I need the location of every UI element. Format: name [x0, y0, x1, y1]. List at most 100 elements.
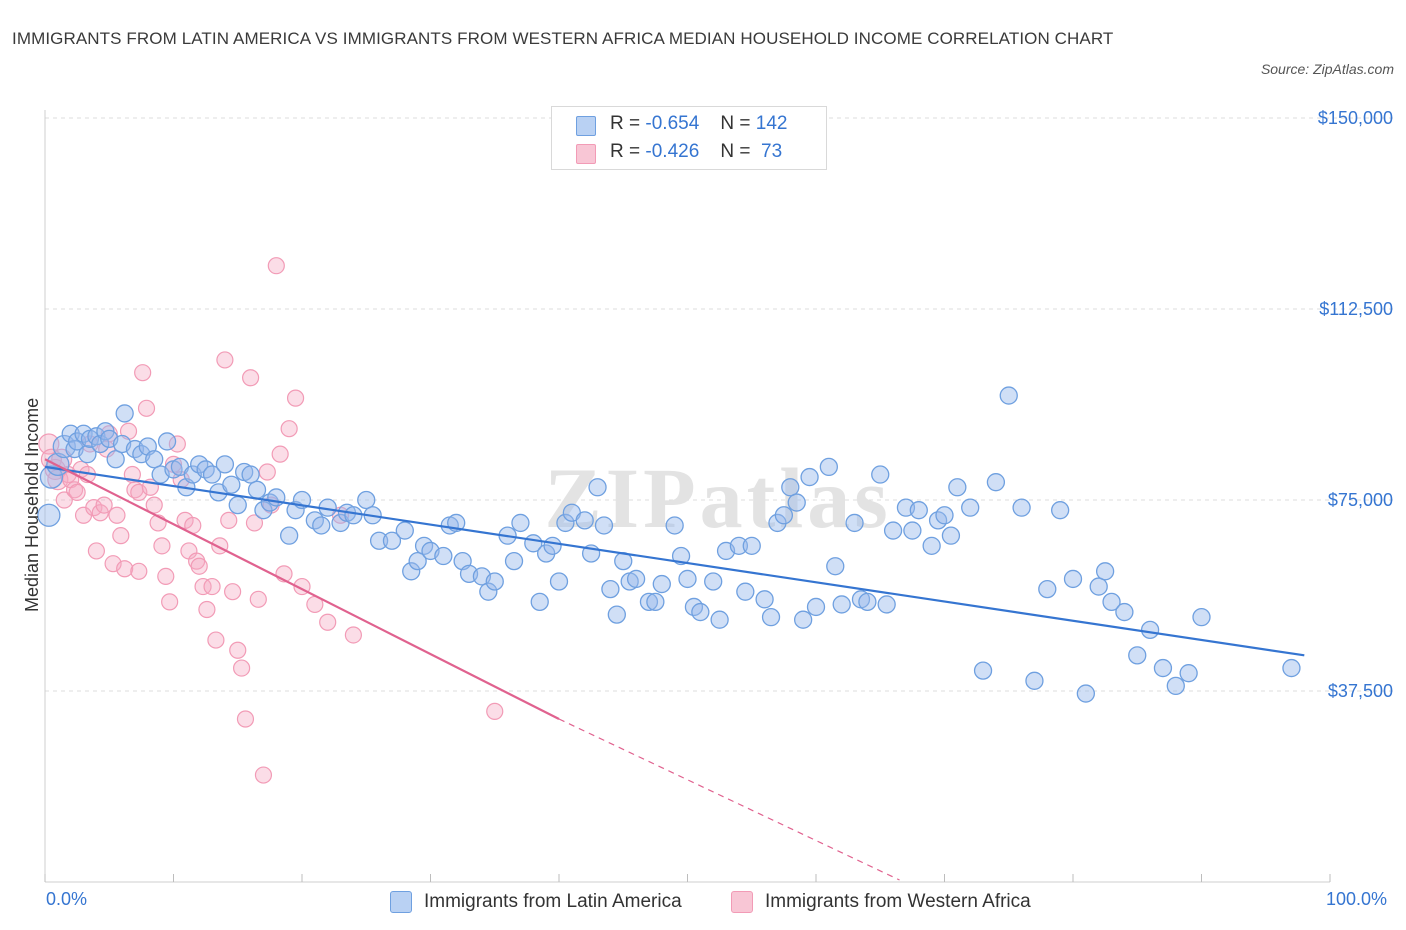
data-point [220, 511, 238, 529]
data-point [986, 473, 1006, 492]
data-point [961, 498, 980, 517]
data-point [286, 389, 305, 407]
data-point [137, 399, 156, 417]
data-point [922, 536, 941, 555]
data-point [1128, 646, 1147, 665]
data-point [242, 369, 260, 387]
data-point [941, 526, 961, 545]
data-point [999, 386, 1018, 405]
data-point [774, 506, 794, 525]
data-point [1089, 577, 1108, 596]
data-point [1179, 664, 1198, 683]
data-point [68, 483, 86, 501]
data-point [153, 537, 171, 555]
data-point [408, 551, 427, 571]
data-point [207, 631, 225, 649]
data-point [434, 546, 453, 566]
data-point [1025, 671, 1044, 690]
legend-label-western-africa: Immigrants from Western Africa [765, 891, 1031, 912]
data-point [145, 450, 164, 469]
y-tick-label: $112,500 [1319, 299, 1393, 319]
data-point [344, 506, 363, 525]
data-point [1192, 607, 1211, 627]
y-tick-label: $75,000 [1328, 490, 1393, 510]
data-point [1102, 592, 1121, 612]
data-point [485, 572, 504, 591]
data-point [530, 592, 549, 612]
trend-line-western-africa-extension [558, 718, 900, 881]
data-point [241, 465, 260, 484]
data-point [883, 521, 903, 540]
data-point [755, 590, 774, 609]
data-point [228, 495, 247, 515]
data-point [639, 592, 659, 612]
grid [45, 117, 1395, 692]
data-point [1115, 602, 1134, 622]
data-point [280, 420, 298, 438]
data-point [871, 465, 890, 484]
data-point [344, 626, 362, 644]
data-point [826, 557, 845, 576]
legend-swatch-blue [576, 116, 596, 136]
data-point [736, 582, 755, 601]
legend-n-label: N = [720, 113, 751, 134]
data-point [935, 506, 954, 525]
data-point [1063, 569, 1083, 589]
data-point [671, 546, 691, 566]
data-point [267, 257, 285, 275]
data-point [55, 491, 73, 509]
data-point [157, 567, 175, 586]
data-point [357, 490, 376, 510]
axis-lines [44, 110, 1331, 883]
trend-lines [44, 458, 1305, 881]
data-point [594, 516, 614, 535]
data-point [222, 475, 241, 494]
data-point [65, 481, 84, 499]
data-point [1282, 658, 1301, 678]
source-note: Source: ZipAtlas.com [1260, 61, 1394, 77]
data-point [395, 521, 414, 540]
legend-label-latin-america: Immigrants from Latin America [424, 891, 682, 912]
legend-n-value: 73 [755, 141, 783, 162]
data-point [729, 536, 749, 555]
data-point [279, 526, 299, 545]
data-point [115, 404, 134, 423]
data-point [787, 493, 806, 512]
data-point [832, 595, 851, 614]
data-point [479, 582, 498, 601]
legend-item-latin-america: Immigrants from Latin America [390, 888, 720, 916]
data-point [1051, 501, 1070, 520]
legend-swatch-blue [390, 891, 412, 913]
data-point [742, 536, 761, 555]
data-point [203, 577, 221, 596]
data-point [710, 610, 729, 629]
legend-row-western-africa: R = -0.426 N = 73 [576, 139, 782, 165]
chart-title: IMMIGRANTS FROM LATIN AMERICA VS IMMIGRA… [12, 29, 1114, 48]
series-western-africa-points [38, 257, 504, 784]
data-point [1095, 562, 1115, 581]
data-point [549, 572, 569, 591]
x-max-label: 100.0% [1326, 889, 1388, 909]
data-point [194, 577, 212, 596]
data-point [134, 364, 152, 382]
data-point [588, 478, 607, 497]
data-point [691, 602, 710, 622]
data-point [106, 450, 125, 469]
data-point [1038, 579, 1057, 599]
data-point [1140, 620, 1160, 640]
legend-swatch-pink [576, 144, 596, 164]
y-tick-label: $37,500 [1328, 681, 1393, 701]
data-point [794, 610, 813, 629]
data-point [678, 569, 697, 589]
data-point [271, 445, 289, 463]
data-point [948, 478, 967, 497]
data-point [78, 445, 97, 464]
data-point [646, 592, 665, 612]
data-point [198, 600, 216, 619]
data-point [202, 465, 222, 484]
data-point [845, 513, 864, 533]
legend-row-latin-america: R = -0.654 N = 142 [576, 111, 787, 137]
stats-legend: R = -0.654 N = 142 R = -0.426 N = 73 [551, 106, 827, 170]
data-point [973, 661, 993, 680]
data-point [233, 659, 251, 677]
